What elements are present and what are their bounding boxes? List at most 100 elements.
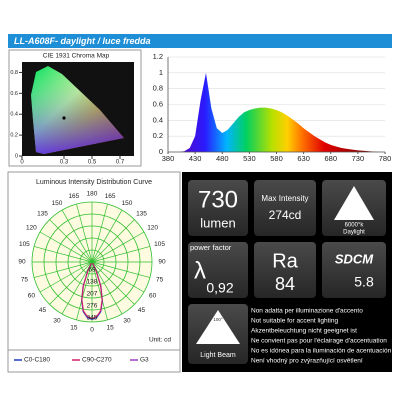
sdcm-label: SDCM bbox=[335, 251, 374, 266]
polar-spoke bbox=[39, 231, 93, 263]
polar-spoke bbox=[91, 261, 145, 293]
cie-point bbox=[62, 116, 66, 120]
polar-angle-label: 180 bbox=[87, 191, 98, 198]
max-intensity-value: 274cd bbox=[269, 208, 302, 222]
polar-curve bbox=[91, 262, 103, 320]
tile-sdcm: SDCM 5.8 bbox=[322, 242, 386, 298]
spectrum-x-tick-label: 580 bbox=[270, 154, 283, 163]
cie-y-tick-label: 0.6 bbox=[10, 91, 18, 97]
polar-angle-label: 165 bbox=[68, 193, 79, 200]
lumen-value: 730 bbox=[198, 186, 238, 213]
polar-curve bbox=[81, 262, 93, 320]
sdcm-value: 5.8 bbox=[354, 274, 374, 290]
polar-spoke bbox=[76, 261, 93, 321]
cie-y-tick-label: 0 bbox=[15, 153, 18, 159]
note: No es idónea para la iluminación de acen… bbox=[251, 348, 392, 355]
polar-angle-label: 90 bbox=[18, 259, 26, 266]
spectrum-y-tick-label: 0.2 bbox=[153, 131, 163, 140]
max-intensity-label: Max Intensity bbox=[261, 194, 308, 203]
polar-angle-label: 105 bbox=[154, 241, 165, 248]
polar-angle-label: 60 bbox=[149, 293, 157, 300]
polar-angle-label: 105 bbox=[19, 241, 30, 248]
polar-angle-label: 45 bbox=[39, 307, 47, 314]
cie-x-tick-label: 0.7 bbox=[116, 160, 125, 166]
spectrum-x-tick-label: 430 bbox=[189, 154, 202, 163]
spectrum-y-tick-label: 1 bbox=[159, 68, 163, 77]
polar-r-label: 69 bbox=[88, 267, 96, 274]
polar-spoke bbox=[91, 231, 145, 263]
spectrum-x-tick-label: 680 bbox=[324, 154, 337, 163]
polar-angle-label: 15 bbox=[70, 324, 78, 331]
polar-angle-label: 0 bbox=[90, 327, 94, 334]
spectrum-x-tick-label: 480 bbox=[216, 154, 229, 163]
tile-max-intensity: Max Intensity 274cd bbox=[254, 180, 316, 236]
polar-angle-label: 30 bbox=[53, 318, 61, 325]
polar-spoke bbox=[91, 261, 108, 321]
polar-spoke bbox=[61, 209, 93, 263]
spectrum-y-tick-label: 0 bbox=[159, 147, 163, 156]
polar-angle-label: 75 bbox=[156, 276, 164, 283]
polar-spoke bbox=[39, 261, 93, 293]
spectrum-x-tick-label: 530 bbox=[243, 154, 256, 163]
polar-spoke bbox=[76, 203, 93, 263]
spectrum-y-tick-label: 1.2 bbox=[153, 52, 163, 61]
light-triangle bbox=[334, 186, 374, 220]
color-temp-sub: Daylight bbox=[343, 230, 365, 236]
polar-angle-label: 150 bbox=[122, 200, 133, 207]
spectrum-area bbox=[168, 72, 385, 152]
polar-angle-label: 60 bbox=[28, 293, 36, 300]
spectrum-y-tick-label: 0.8 bbox=[153, 84, 163, 93]
cie-x-tick-label: 0 bbox=[20, 160, 24, 166]
note: Ne convient pas pour l'éclairage d'accen… bbox=[251, 338, 387, 345]
cie-x-tick-label: 0.3 bbox=[60, 160, 69, 166]
polar-spoke bbox=[91, 246, 151, 263]
cri-value: 84 bbox=[275, 274, 295, 294]
tile bbox=[322, 242, 386, 298]
legend-label: G3 bbox=[140, 357, 149, 364]
spectrum-x-tick-label: 380 bbox=[162, 154, 175, 163]
polar-r-label: 138 bbox=[87, 279, 98, 286]
tile-beam: 100° Light Beam bbox=[188, 304, 248, 364]
spectrum-y-tick-label: 0.4 bbox=[153, 115, 163, 124]
polar-r-label: 345 bbox=[87, 315, 98, 322]
polar-angle-label: 135 bbox=[37, 211, 48, 218]
polar-spoke bbox=[91, 261, 151, 278]
cie-x-tick-label: 0.5 bbox=[88, 160, 97, 166]
note: Not suitable for accent lighting bbox=[251, 318, 338, 325]
polar-angle-label: 75 bbox=[21, 276, 29, 283]
polar-angle-label: 15 bbox=[107, 324, 115, 331]
spectrum-x-tick-label: 730 bbox=[352, 154, 365, 163]
polar-angle-label: 135 bbox=[136, 211, 147, 218]
tile bbox=[254, 242, 316, 298]
header-title: LL-A608F- daylight / luce fredda bbox=[14, 36, 151, 46]
power-factor-symbol: λ bbox=[194, 257, 206, 284]
power-factor-value: 0,92 bbox=[206, 280, 233, 296]
polar-spoke bbox=[91, 203, 108, 263]
legend-label: C90-C270 bbox=[82, 357, 112, 364]
polar-angle-label: 30 bbox=[123, 318, 131, 325]
polar-spoke bbox=[49, 219, 93, 263]
legend-label: C0-C180 bbox=[24, 357, 50, 364]
tile bbox=[188, 242, 248, 298]
spectrum-x-tick-label: 780 bbox=[379, 154, 392, 163]
cie-horseshoe-shade bbox=[31, 66, 124, 154]
polar-r-label: 276 bbox=[87, 303, 98, 310]
tile bbox=[254, 180, 316, 236]
polar-spoke bbox=[91, 219, 135, 263]
polar-title: Luminous Intensity Distribution Curve bbox=[36, 179, 152, 186]
power-factor-label: power factor bbox=[190, 243, 232, 252]
note: Akzentbeleuchtung nicht geeignet ist bbox=[251, 328, 357, 335]
polar-angle-label: 45 bbox=[138, 307, 146, 314]
polar-spoke bbox=[33, 261, 93, 278]
note: Non adatta per illuminazione d'accento bbox=[251, 308, 363, 315]
polar-spoke bbox=[61, 261, 93, 315]
tile bbox=[188, 180, 248, 236]
cie-y-tick-label: 0.8 bbox=[10, 70, 18, 76]
lumen-unit: lumen bbox=[200, 215, 235, 230]
polar-angle-label: 150 bbox=[52, 200, 63, 207]
tile-lumen: 730 lumen bbox=[188, 180, 248, 236]
tile-color-temp: 6000°k Daylight bbox=[322, 180, 386, 236]
spectrum-x-tick-label: 630 bbox=[297, 154, 310, 163]
tile-cri: Ra 84 bbox=[254, 242, 316, 298]
